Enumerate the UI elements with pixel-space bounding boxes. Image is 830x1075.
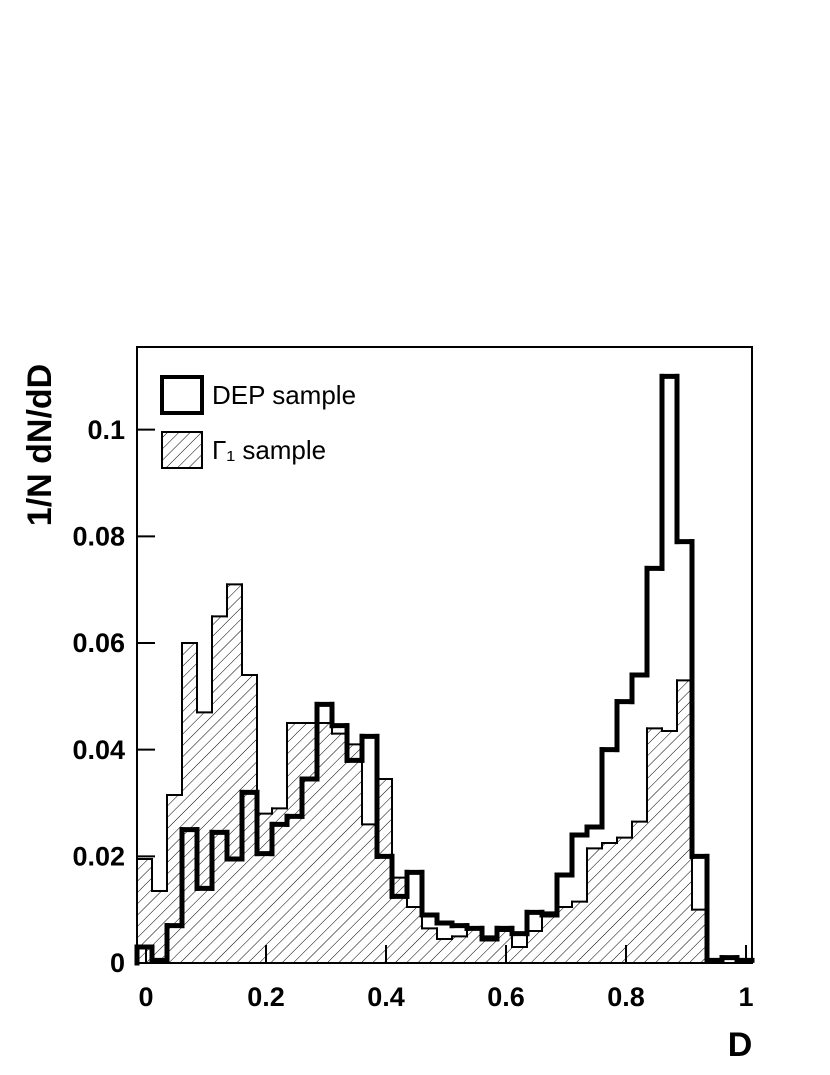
x-tick-label: 0.2 <box>247 982 285 1012</box>
x-tick-label: 0 <box>138 982 153 1012</box>
bar <box>137 859 152 963</box>
bar <box>527 931 542 963</box>
bar <box>392 877 407 963</box>
bar <box>602 843 617 963</box>
bar <box>272 808 287 963</box>
bar <box>617 837 632 963</box>
bar <box>512 947 527 963</box>
x-axis-title: D <box>728 1026 753 1064</box>
y-tick-label: 0.1 <box>87 415 125 445</box>
bar <box>377 779 392 963</box>
x-tick-label: 0.8 <box>607 982 645 1012</box>
y-axis-title: 1/N dN/dD <box>21 364 59 526</box>
x-tick-label: 0.4 <box>367 982 405 1012</box>
bar <box>362 824 377 963</box>
y-tick-label: 0.04 <box>72 735 125 765</box>
bar <box>197 712 212 963</box>
legend-label: Γ₁ sample <box>212 435 326 465</box>
bar <box>452 936 467 963</box>
bar <box>677 680 692 963</box>
bar <box>587 848 602 963</box>
plot-frame <box>136 346 753 964</box>
bar <box>662 731 677 963</box>
bar <box>572 901 587 963</box>
bar <box>422 928 437 963</box>
bar <box>167 795 182 963</box>
y-tick-label: 0.08 <box>72 521 125 551</box>
bar <box>212 616 227 963</box>
bar <box>257 813 272 963</box>
bar <box>242 675 257 963</box>
x-tick-label: 1 <box>738 982 753 1012</box>
legend-swatch <box>160 375 204 415</box>
y-tick-label: 0.02 <box>72 841 125 871</box>
bar <box>482 936 497 963</box>
bar <box>227 584 242 963</box>
bar <box>407 907 422 963</box>
bar <box>542 912 557 963</box>
bar <box>347 744 362 963</box>
y-tick-label: 0 <box>110 948 125 978</box>
bar <box>632 821 647 963</box>
bar <box>497 931 512 963</box>
bar <box>287 723 302 963</box>
y-tick-label: 0.06 <box>72 628 125 658</box>
bar <box>317 723 332 963</box>
bar <box>152 891 167 963</box>
bar <box>467 928 482 963</box>
x-tick-label: 0.6 <box>487 982 525 1012</box>
bar <box>557 907 572 963</box>
bar <box>182 643 197 963</box>
legend-swatch <box>161 431 203 469</box>
bar <box>647 728 662 963</box>
bar <box>302 723 317 963</box>
legend-label: DEP sample <box>212 380 356 410</box>
bar <box>437 939 452 963</box>
bar <box>332 733 347 963</box>
bar <box>692 909 707 963</box>
